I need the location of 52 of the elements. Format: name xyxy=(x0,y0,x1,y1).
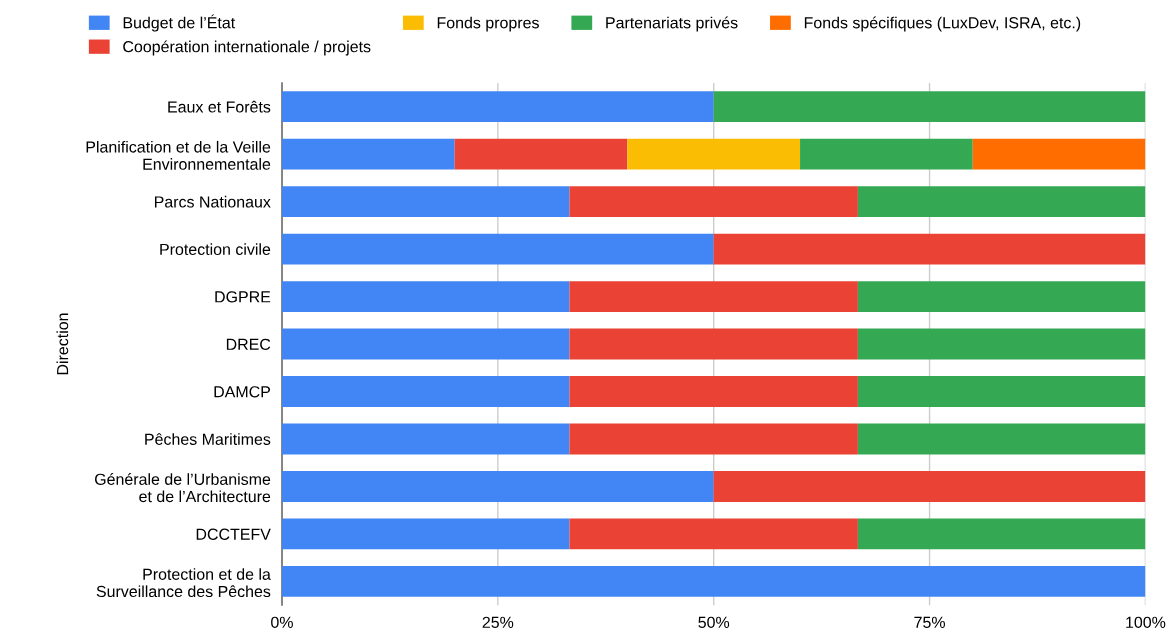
legend-label: Fonds propres xyxy=(437,16,539,32)
y-tick-label: Générale de l’Urbanisme et de l’Architecture xyxy=(95,473,271,503)
bar xyxy=(281,423,570,455)
legend-label: Fonds spécifiques (LuxDev, ISRA, etc.) xyxy=(804,16,1081,32)
legend-label: Partenariats privés xyxy=(606,16,738,32)
y-tick-label: Eaux et Forêts xyxy=(168,100,271,113)
y-tick-label: Parcs Nationaux xyxy=(154,195,271,208)
bar xyxy=(857,423,1146,455)
x-tick-label: 100% xyxy=(1126,616,1166,628)
x-tick-label: 0% xyxy=(271,616,293,628)
bar xyxy=(569,186,858,218)
bar xyxy=(281,91,714,123)
bar xyxy=(800,138,973,170)
bar xyxy=(569,518,858,550)
legend-label: Coopération internationale / projets xyxy=(123,40,371,56)
bar xyxy=(713,471,1146,502)
bar xyxy=(857,328,1146,360)
y-tick-label: Planification et de la Veille Environnementale xyxy=(86,140,271,170)
y-tick-label: DAMCP xyxy=(214,386,271,398)
bar xyxy=(713,233,1146,265)
y-tick-label: Protection et de la Surveillance des Pêches xyxy=(96,568,271,598)
bar xyxy=(281,518,570,550)
bar xyxy=(281,281,570,312)
x-tick-label: 25% xyxy=(482,616,514,628)
x-tick-label: 75% xyxy=(914,616,945,628)
legend-label: Budget de l’État xyxy=(123,14,236,32)
bar xyxy=(281,565,1146,597)
bar xyxy=(281,233,714,265)
bar xyxy=(454,138,628,170)
bar xyxy=(857,376,1146,407)
bar xyxy=(569,328,858,360)
y-tick-label: DGPRE xyxy=(215,291,271,303)
bar xyxy=(857,186,1146,218)
y-tick-label: Protection civile xyxy=(160,243,271,256)
y-tick-label: DREC xyxy=(226,338,271,350)
bar xyxy=(281,471,714,502)
bar xyxy=(569,281,858,312)
bar xyxy=(569,423,858,455)
y-tick-label: Pêches Maritimes xyxy=(145,433,271,445)
y-axis-title: Direction xyxy=(56,313,69,375)
bar xyxy=(972,138,1146,170)
bar xyxy=(281,328,570,360)
y-tick-label: DCCTEFV xyxy=(196,528,271,540)
bar xyxy=(857,281,1146,312)
bar xyxy=(281,186,570,218)
bar xyxy=(713,91,1146,123)
bar xyxy=(281,376,570,407)
bar xyxy=(627,138,801,170)
x-tick-label: 50% xyxy=(698,616,730,628)
bar xyxy=(281,138,455,170)
bar xyxy=(857,518,1146,550)
bar xyxy=(569,376,858,407)
